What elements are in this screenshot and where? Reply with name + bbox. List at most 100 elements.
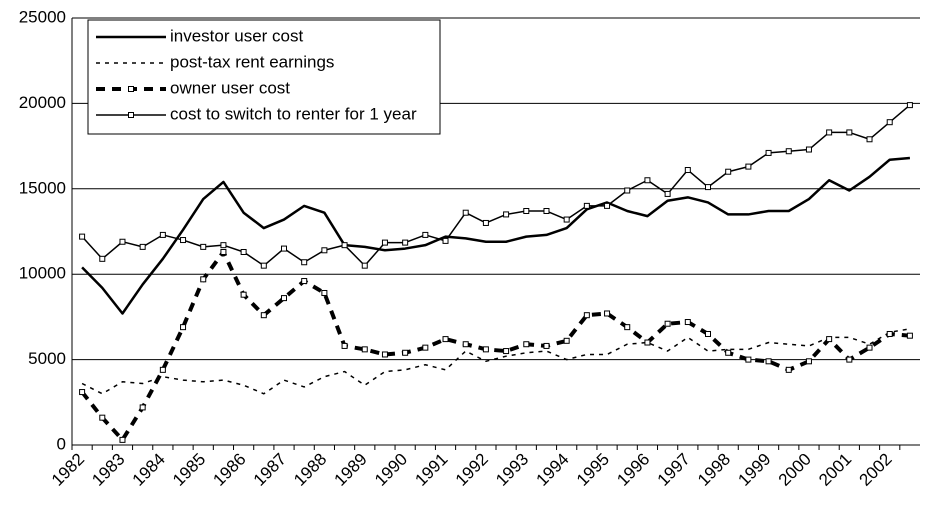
point-marker (624, 187, 631, 194)
x-tick-label: 1989 (331, 450, 371, 490)
point-marker (402, 239, 409, 246)
point-marker (220, 248, 227, 255)
point-marker (523, 208, 530, 215)
point-marker (785, 366, 792, 373)
point-marker (79, 389, 86, 396)
point-marker (220, 242, 227, 249)
x-tick-label: 1993 (492, 450, 532, 490)
point-marker (200, 243, 207, 250)
point-marker (462, 209, 469, 216)
point-marker (684, 319, 691, 326)
point-marker (906, 332, 913, 339)
point-marker (200, 276, 207, 283)
y-tick-label: 15000 (19, 178, 66, 197)
x-tick-label: 1987 (250, 450, 290, 490)
x-tick-label: 1991 (411, 450, 451, 490)
point-marker (866, 344, 873, 351)
point-marker (301, 259, 308, 266)
point-marker (644, 339, 651, 346)
y-tick-label: 10000 (19, 264, 66, 283)
point-marker (321, 247, 328, 254)
point-marker (260, 312, 267, 319)
point-marker (563, 216, 570, 223)
point-marker (705, 330, 711, 337)
point-marker (442, 237, 449, 244)
point-marker (886, 330, 893, 337)
series-line (80, 249, 911, 442)
point-marker (543, 342, 550, 349)
point-marker (725, 349, 732, 356)
x-tick-label: 1998 (694, 450, 734, 490)
point-marker (159, 231, 166, 238)
x-tick-label: 1999 (734, 450, 774, 490)
point-marker (240, 248, 247, 255)
legend-label: owner user cost (170, 78, 290, 97)
point-marker (826, 336, 833, 343)
x-tick-label: 1996 (613, 450, 653, 490)
point-marker (846, 129, 853, 136)
point-marker (725, 168, 732, 175)
point-marker (341, 242, 348, 249)
point-marker (422, 231, 429, 238)
point-marker (341, 342, 348, 349)
point-marker (503, 211, 510, 218)
point-marker (260, 262, 267, 269)
x-tick-label: 2001 (815, 450, 855, 490)
point-marker (482, 219, 489, 226)
y-tick-label: 5000 (28, 349, 66, 368)
series-line (81, 328, 911, 395)
point-marker (826, 129, 833, 136)
legend-label: cost to switch to renter for 1 year (170, 104, 417, 123)
x-tick-label: 1992 (452, 450, 492, 490)
point-marker (281, 245, 287, 252)
legend-marker (128, 112, 134, 118)
point-marker (321, 289, 328, 296)
point-marker (846, 356, 853, 363)
y-tick-label: 0 (57, 434, 66, 453)
point-marker (99, 414, 106, 421)
y-tick-label: 25000 (19, 7, 66, 26)
point-marker (381, 239, 388, 246)
point-marker (503, 348, 510, 355)
x-tick-label: 1988 (290, 450, 330, 490)
point-marker (644, 177, 651, 184)
x-tick-label: 1986 (209, 450, 249, 490)
point-marker (886, 119, 893, 126)
point-marker (583, 312, 590, 319)
point-marker (139, 404, 146, 411)
point-marker (604, 310, 611, 317)
point-marker (624, 324, 631, 331)
x-tick-label: 1995 (573, 450, 613, 490)
point-marker (99, 255, 106, 262)
point-marker (805, 146, 812, 153)
point-marker (805, 358, 812, 365)
point-marker (139, 243, 146, 250)
point-marker (180, 237, 187, 244)
point-marker (604, 202, 611, 209)
point-marker (361, 346, 368, 353)
x-tick-label: 2000 (775, 450, 815, 490)
point-marker (745, 356, 752, 363)
point-marker (402, 349, 409, 356)
series-line (81, 156, 911, 315)
point-marker (119, 238, 126, 245)
x-tick-label: 1990 (371, 450, 411, 490)
point-marker (664, 190, 671, 197)
series-line (81, 104, 911, 267)
point-marker (361, 262, 368, 269)
legend-label: investor user cost (170, 26, 303, 45)
point-marker (381, 351, 388, 358)
point-marker (866, 136, 873, 143)
legend: investor user cost post-tax rent earnings… (87, 19, 441, 135)
point-marker (422, 344, 429, 351)
point-marker (906, 102, 913, 109)
point-marker (79, 233, 86, 240)
x-tick-label: 1982 (48, 450, 88, 490)
point-marker (240, 291, 247, 298)
legend-label: post-tax rent earnings (170, 52, 334, 71)
point-marker (482, 346, 489, 353)
x-tick-label: 1983 (88, 450, 128, 490)
x-tick-label: 1994 (532, 450, 572, 490)
